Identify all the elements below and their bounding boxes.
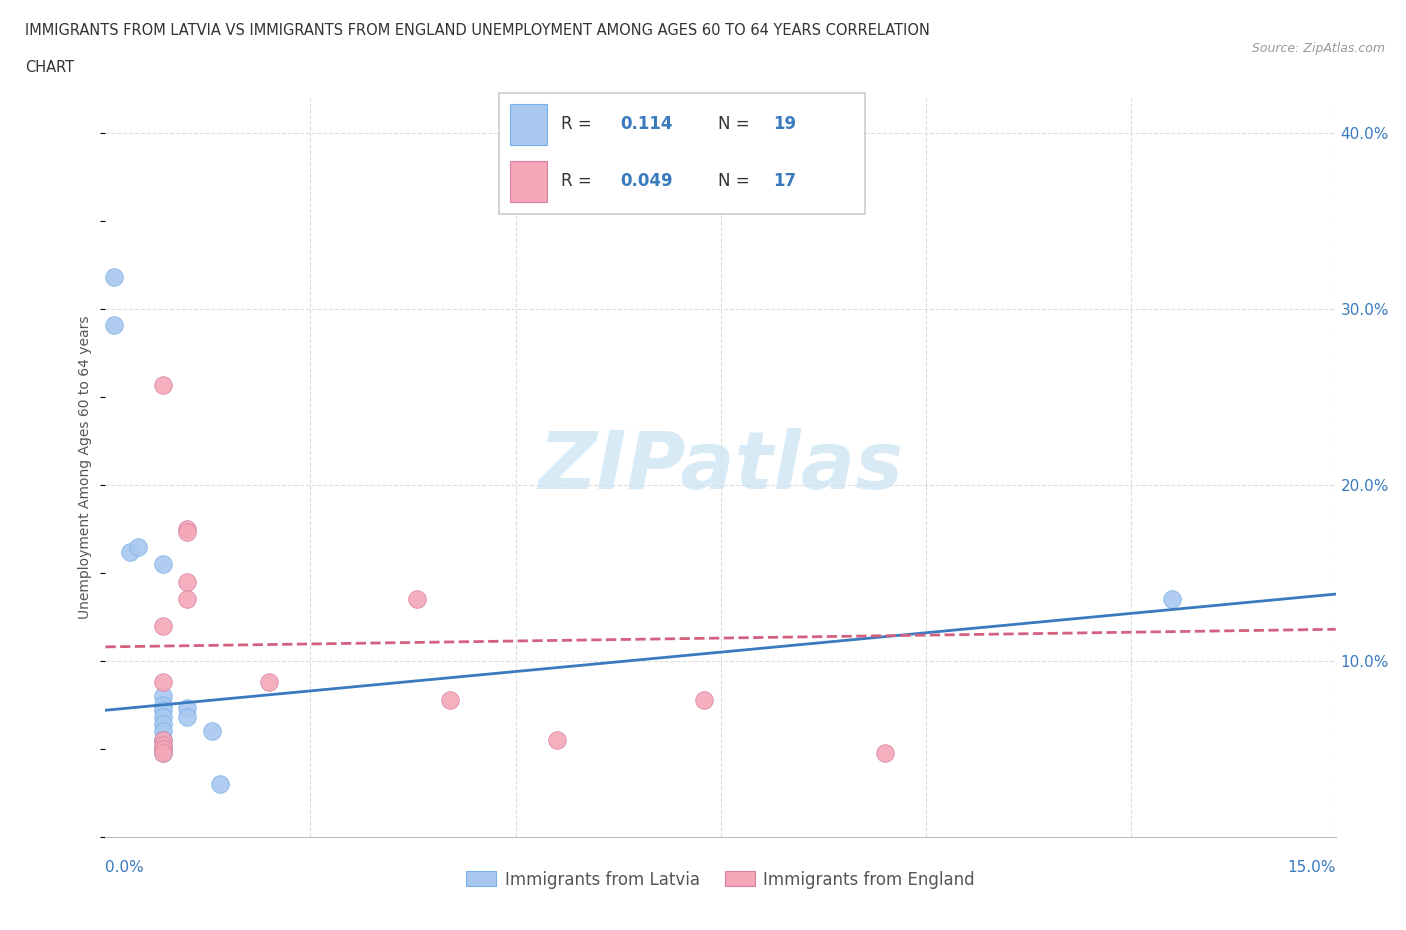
- Point: [152, 710, 174, 724]
- Point: [152, 745, 174, 760]
- Point: [439, 692, 461, 707]
- Text: 0.114: 0.114: [620, 115, 672, 133]
- Point: [152, 717, 174, 732]
- Point: [406, 591, 429, 606]
- Point: [176, 591, 198, 606]
- Text: R =: R =: [561, 115, 592, 133]
- Text: N =: N =: [718, 172, 749, 191]
- Point: [152, 741, 174, 756]
- Point: [152, 745, 174, 760]
- Text: N =: N =: [718, 115, 749, 133]
- Text: IMMIGRANTS FROM LATVIA VS IMMIGRANTS FROM ENGLAND UNEMPLOYMENT AMONG AGES 60 TO : IMMIGRANTS FROM LATVIA VS IMMIGRANTS FRO…: [25, 23, 931, 38]
- Point: [176, 522, 198, 537]
- Y-axis label: Unemployment Among Ages 60 to 64 years: Unemployment Among Ages 60 to 64 years: [79, 315, 93, 619]
- Point: [152, 703, 174, 718]
- Text: R =: R =: [561, 172, 592, 191]
- Point: [176, 701, 198, 716]
- Point: [693, 692, 716, 707]
- Text: CHART: CHART: [25, 60, 75, 75]
- Point: [152, 738, 174, 753]
- Text: ZIPatlas: ZIPatlas: [538, 429, 903, 506]
- Text: 15.0%: 15.0%: [1288, 860, 1336, 875]
- Point: [152, 557, 174, 572]
- Text: 0.049: 0.049: [620, 172, 672, 191]
- Point: [152, 698, 174, 712]
- Point: [152, 724, 174, 738]
- Point: [176, 575, 198, 590]
- Point: [120, 544, 141, 559]
- Point: [103, 270, 125, 285]
- Point: [152, 741, 174, 756]
- Point: [873, 745, 896, 760]
- Legend: Immigrants from Latvia, Immigrants from England: Immigrants from Latvia, Immigrants from …: [460, 864, 981, 896]
- Point: [127, 539, 149, 554]
- FancyBboxPatch shape: [510, 161, 547, 202]
- Point: [152, 378, 174, 392]
- Point: [259, 674, 281, 689]
- Point: [152, 733, 174, 748]
- Text: Source: ZipAtlas.com: Source: ZipAtlas.com: [1251, 42, 1385, 55]
- Point: [209, 777, 232, 791]
- Point: [152, 674, 174, 689]
- Point: [152, 689, 174, 704]
- Point: [152, 618, 174, 633]
- Point: [176, 710, 198, 724]
- Point: [176, 525, 198, 540]
- Point: [201, 724, 224, 738]
- Point: [546, 733, 568, 748]
- Point: [1160, 591, 1182, 606]
- Point: [103, 317, 125, 332]
- Text: 17: 17: [773, 172, 796, 191]
- Text: 19: 19: [773, 115, 796, 133]
- FancyBboxPatch shape: [510, 104, 547, 145]
- FancyBboxPatch shape: [499, 93, 865, 214]
- Text: 0.0%: 0.0%: [105, 860, 145, 875]
- Point: [152, 733, 174, 748]
